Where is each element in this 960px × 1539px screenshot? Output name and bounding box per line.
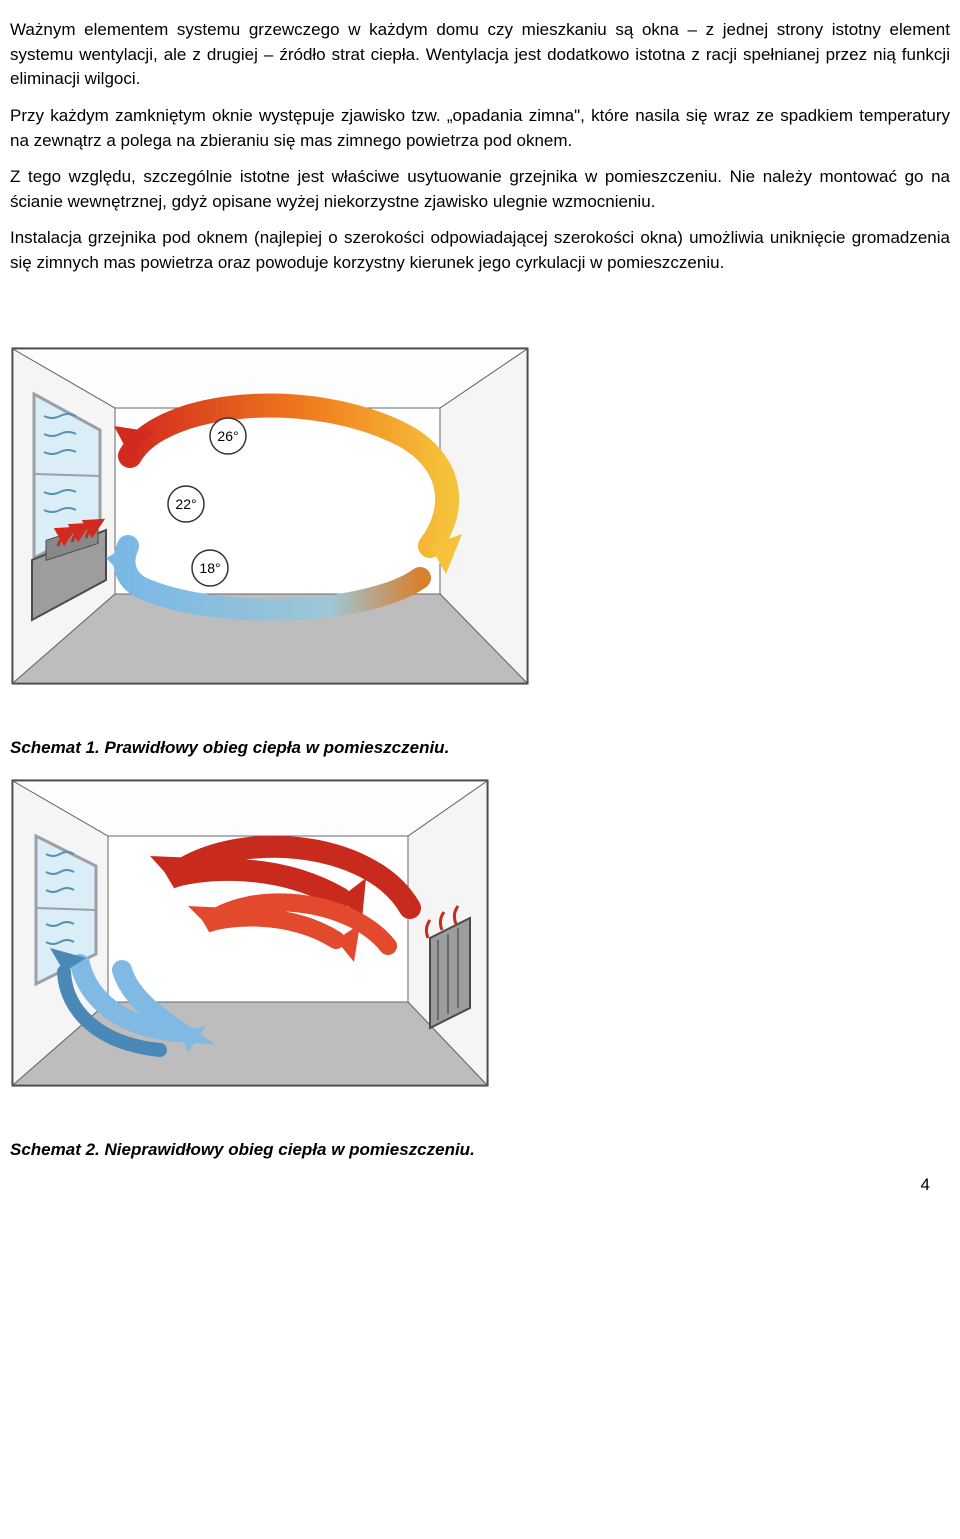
paragraph-4: Instalacja grzejnika pod oknem (najlepie…	[10, 226, 950, 275]
paragraph-3: Z tego względu, szczególnie istotne jest…	[10, 165, 950, 214]
diagram-1: 26° 22° 18°	[10, 346, 530, 686]
caption-2: Schemat 2. Nieprawidłowy obieg ciepła w …	[10, 1138, 950, 1163]
page-number: 4	[10, 1173, 950, 1198]
caption-1: Schemat 1. Prawidłowy obieg ciepła w pom…	[10, 736, 950, 761]
temp-label-26: 26°	[217, 428, 238, 444]
paragraph-1: Ważnym elementem systemu grzewczego w ka…	[10, 18, 950, 92]
diagram-1-wrap: 26° 22° 18°	[10, 346, 950, 686]
diagram-2	[10, 778, 490, 1088]
diagram-2-wrap	[10, 778, 950, 1088]
temp-label-22: 22°	[175, 496, 196, 512]
temp-label-18: 18°	[199, 560, 220, 576]
paragraph-2: Przy każdym zamkniętym oknie występuje z…	[10, 104, 950, 153]
